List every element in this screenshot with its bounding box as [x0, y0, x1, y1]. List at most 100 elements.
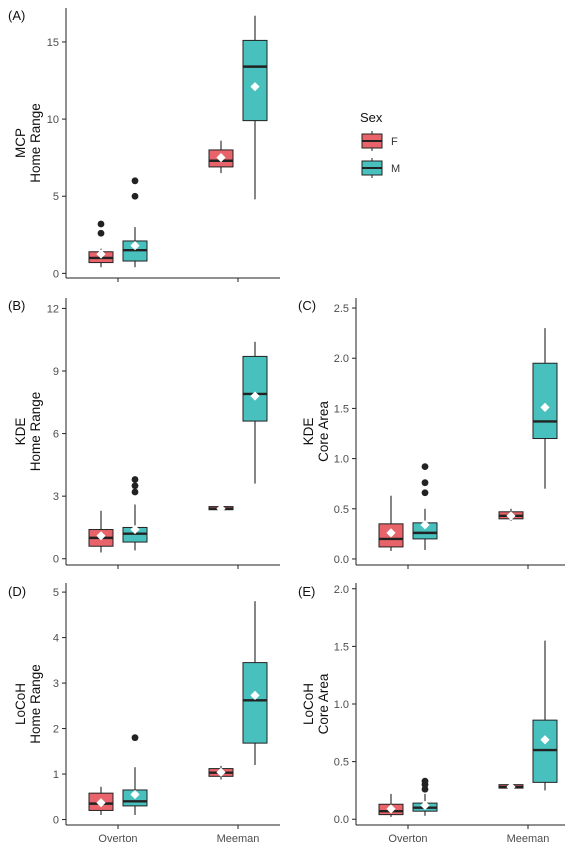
box-meeman-m: [242, 601, 268, 765]
mean-marker: [216, 504, 226, 514]
mean-marker: [96, 531, 106, 541]
mean-marker: [506, 782, 516, 792]
y-axis-label-line: Home Range: [28, 664, 43, 744]
x-tick-label: Meeman: [217, 833, 260, 845]
mean-marker: [506, 511, 516, 521]
box-meeman-f: [208, 504, 234, 514]
y-tick-label: 0.5: [334, 757, 349, 769]
mean-marker: [386, 528, 396, 538]
y-tick-label: 0.0: [334, 554, 349, 566]
y-axis-label-line: Core Area: [316, 673, 331, 734]
y-tick-label: 9: [53, 366, 59, 378]
y-tick-label: 12: [47, 303, 59, 315]
y-tick-label: 2.0: [334, 353, 349, 365]
mean-marker: [96, 249, 106, 259]
box-meeman-f: [208, 140, 234, 174]
y-tick-label: 2.0: [334, 584, 349, 596]
y-tick-label: 1.5: [334, 641, 349, 653]
panel-e: (E) LoCoHCore Area 0.0 0.5 1.0 1.5 2.0 Overton M…: [298, 583, 565, 845]
outlier-point: [131, 177, 139, 185]
y-tick-label: 1.0: [334, 454, 349, 466]
y-tick-label: 2: [53, 724, 59, 736]
box-meeman-f: [208, 765, 234, 780]
box-meeman-m: [532, 328, 558, 489]
panel-tag: (E): [298, 584, 315, 599]
panel-c: (C) KDECore Area 0.0 0.5 1.0 1.5 2.0 2.5: [298, 298, 565, 569]
legend-item-m: M: [361, 158, 400, 178]
box-overton-f: [88, 786, 114, 815]
panel-tag: (D): [8, 584, 26, 599]
legend-item-f: F: [361, 131, 398, 151]
box-meeman-m: [242, 15, 268, 200]
x-tick-label: Overton: [388, 833, 427, 845]
box-overton-f: [378, 793, 404, 817]
y-axis-label-line: MCP: [13, 128, 28, 158]
panel-tag: (B): [8, 298, 25, 313]
legend-label: M: [391, 163, 400, 175]
y-tick-label: 0: [53, 554, 59, 566]
mean-marker: [386, 804, 396, 814]
mean-marker: [540, 402, 550, 413]
y-tick-label: 3: [53, 491, 59, 503]
y-axis-label-line: LoCoH: [13, 683, 28, 725]
outlier-point: [131, 488, 139, 496]
x-tick-label: Overton: [98, 833, 137, 845]
box-overton-m: [122, 177, 148, 268]
iqr-box: [242, 355, 268, 422]
y-tick-label: 6: [53, 429, 59, 441]
panel-a: (A) MCPHome Range 0 5 10 15: [8, 8, 280, 282]
y-axis-label: MCPHome Range: [13, 103, 43, 183]
panel-tag: (C): [298, 298, 316, 313]
mean-marker: [216, 153, 226, 163]
legend: Sex F M: [360, 110, 400, 178]
outlier-point: [97, 229, 105, 237]
y-axis-label-line: KDE: [13, 418, 28, 446]
box-meeman-f: [498, 508, 524, 521]
y-tick-label: 2.5: [334, 303, 349, 315]
mean-marker: [96, 798, 106, 808]
iqr-box: [242, 662, 268, 744]
panel-d: (D) LoCoHHome Range 0 1 2 3 4 5 Overton Meeman: [8, 583, 280, 845]
outlier-point: [131, 476, 139, 483]
y-tick-label: 5: [53, 587, 59, 599]
y-tick-label: 1: [53, 769, 59, 781]
outlier-point: [131, 482, 139, 490]
y-tick-label: 0: [53, 268, 59, 280]
y-tick-label: 4: [53, 633, 59, 645]
box-overton-f: [88, 510, 114, 553]
y-axis-label: LoCoHCore Area: [301, 673, 331, 734]
mean-marker: [250, 82, 260, 92]
iqr-box: [242, 39, 268, 122]
outlier-point: [421, 777, 429, 785]
mean-marker: [130, 241, 140, 251]
box-overton-f: [378, 495, 404, 551]
y-tick-label: 1.5: [334, 403, 349, 415]
mean-marker: [130, 524, 140, 535]
y-axis-label-line: Home Range: [28, 103, 43, 183]
y-tick-label: 3: [53, 678, 59, 690]
panel-b: (B) KDEHome Range 0 3 6 9 12: [8, 298, 280, 569]
box-overton-m: [412, 777, 438, 816]
outlier-point: [131, 734, 139, 742]
outlier-point: [97, 220, 105, 228]
box-overton-m: [122, 734, 148, 815]
outlier-point: [421, 479, 429, 487]
outlier-point: [421, 489, 429, 497]
legend-title: Sex: [360, 110, 383, 125]
y-tick-label: 0.0: [334, 814, 349, 826]
box-overton-m: [412, 463, 438, 550]
mean-marker: [250, 391, 260, 401]
y-tick-label: 5: [53, 191, 59, 203]
y-tick-label: 10: [47, 114, 59, 126]
y-axis-label-line: Home Range: [28, 392, 43, 472]
mean-marker: [130, 789, 140, 800]
mean-marker: [420, 520, 430, 530]
y-axis-label-line: KDE: [301, 418, 316, 446]
box-meeman-f: [498, 782, 524, 792]
y-tick-label: 0: [53, 815, 59, 827]
mean-marker: [216, 767, 226, 777]
x-tick-label: Meeman: [507, 833, 550, 845]
box-overton-m: [122, 476, 148, 551]
